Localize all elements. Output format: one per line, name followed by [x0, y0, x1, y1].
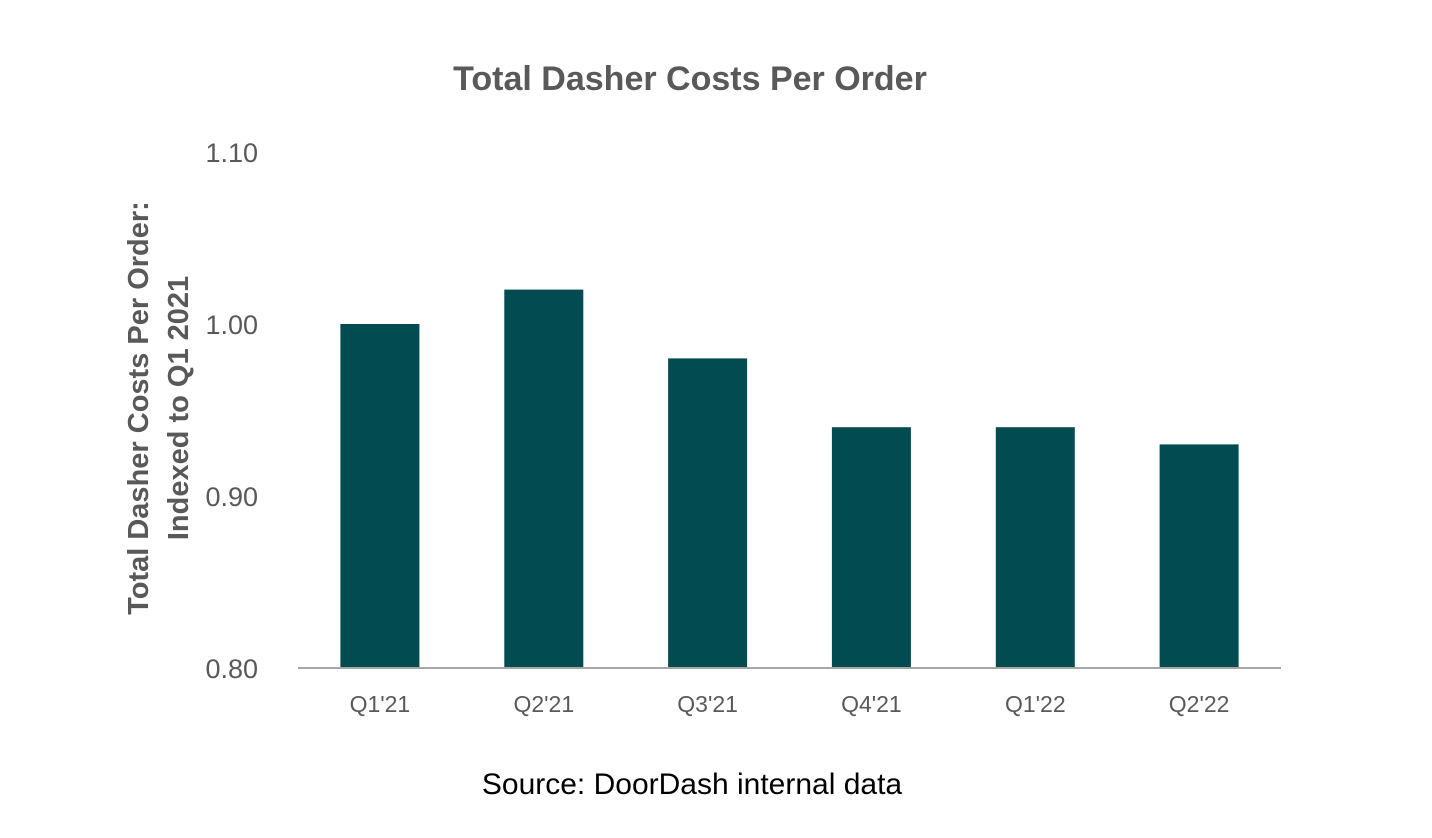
bar-Q2'22 — [1159, 444, 1239, 668]
x-tick-label: Q4'21 — [841, 691, 902, 717]
y-tick-label: 0.80 — [205, 654, 258, 684]
y-tick-label: 0.90 — [205, 482, 258, 512]
y-axis-title: Total Dasher Costs Per Order: Indexed to … — [123, 201, 195, 615]
x-tick-label: Q1'22 — [1005, 691, 1066, 717]
x-tick-label: Q3'21 — [677, 691, 738, 717]
bar-Q4'21 — [831, 427, 911, 668]
y-axis-title-line: Total Dasher Costs Per Order: — [123, 201, 155, 615]
chart-title: Total Dasher Costs Per Order — [453, 60, 927, 98]
source-note: Source: DoorDash internal data — [481, 768, 903, 801]
x-tick-label: Q1'21 — [350, 691, 411, 717]
y-tick-labels: 1.10 1.00 0.90 0.80 — [205, 138, 258, 684]
x-tick-label: Q2'21 — [513, 691, 574, 717]
bar-Q1'21 — [340, 324, 420, 668]
bar-Q2'21 — [504, 289, 584, 668]
bars — [340, 289, 1239, 668]
y-tick-label: 1.10 — [205, 138, 258, 168]
bar-Q1'22 — [995, 427, 1075, 668]
x-tick-labels: Q1'21 Q2'21 Q3'21 Q4'21 Q1'22 Q2'22 — [350, 691, 1230, 717]
x-tick-label: Q2'22 — [1169, 691, 1230, 717]
y-axis-title-line: Indexed to Q1 2021 — [163, 276, 195, 540]
bar-Q3'21 — [668, 358, 748, 668]
y-tick-label: 1.00 — [205, 310, 258, 340]
